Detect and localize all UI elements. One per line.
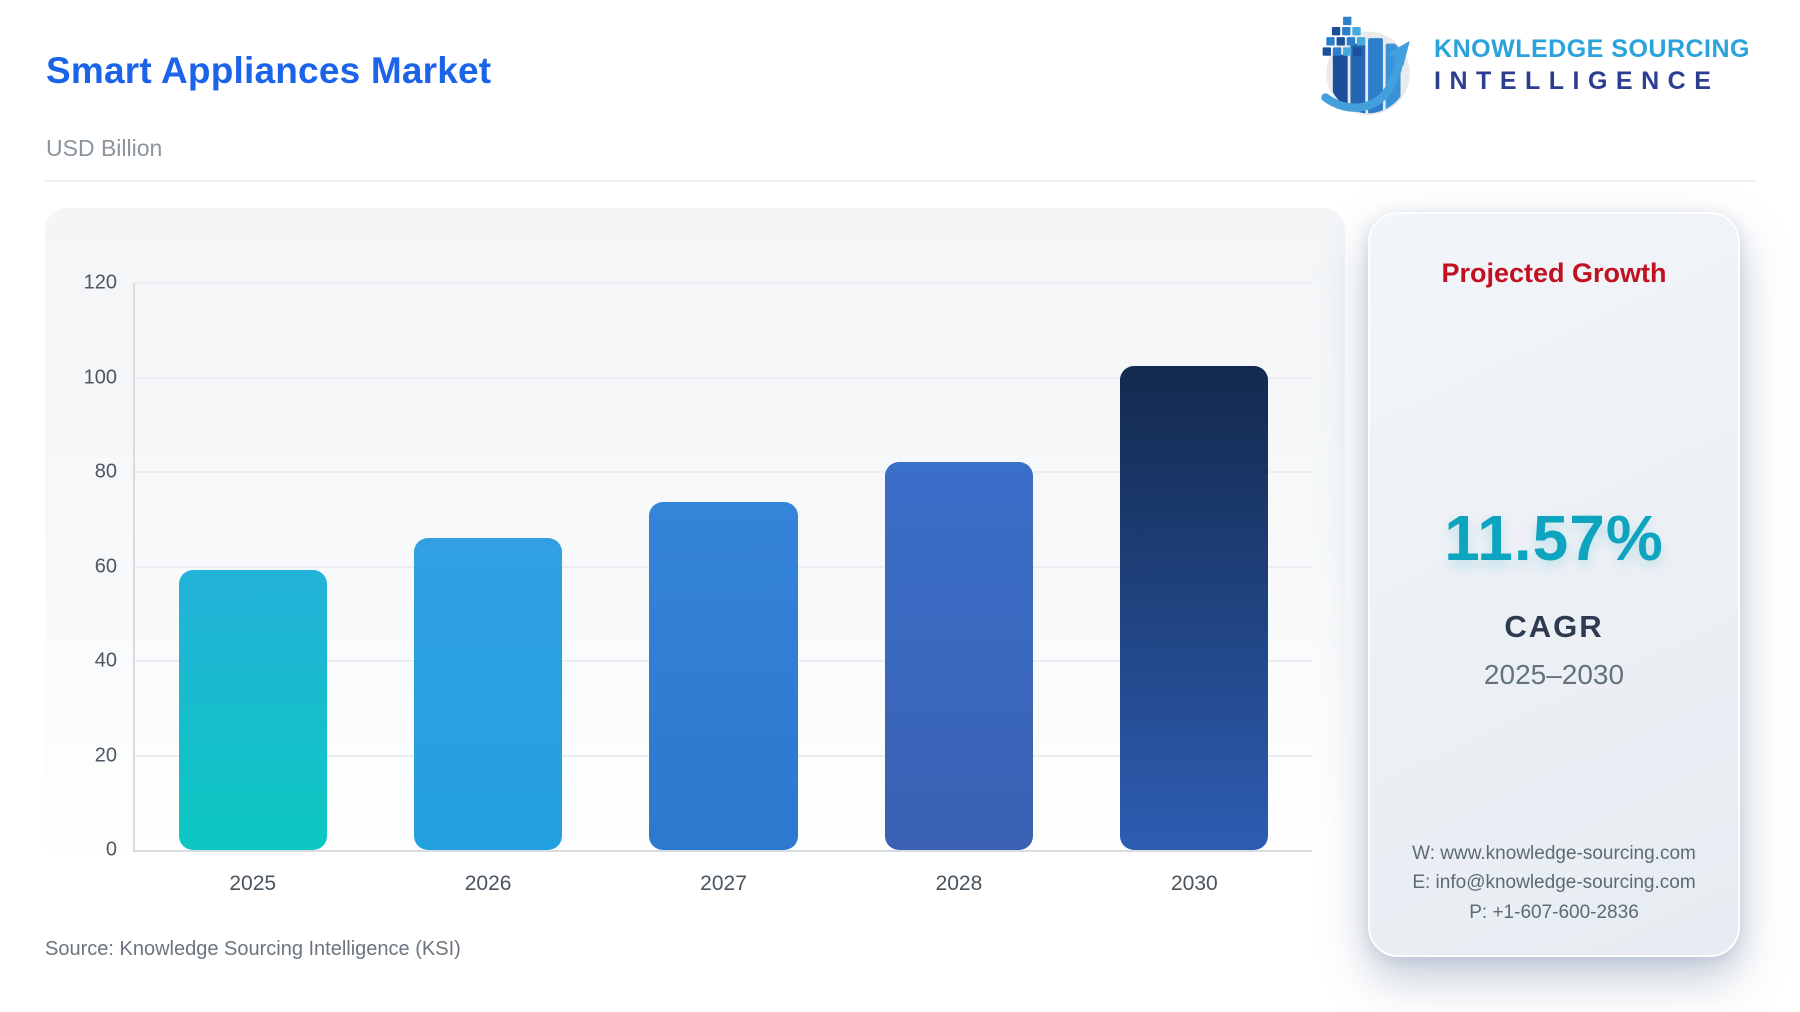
bar-slot: 2026 — [370, 283, 605, 895]
page-title: Smart Appliances Market — [46, 50, 492, 91]
x-axis-label: 2030 — [1170, 872, 1218, 895]
plot-area: 0 20 40 60 80 100 120 2025 2026 2027 2028 2030 — [84, 272, 1312, 895]
y-axis-tick-label: 20 — [94, 744, 117, 766]
source-note: Source: Knowledge Sourcing Intelligence … — [45, 938, 461, 960]
bar-2025 — [178, 570, 327, 850]
logo-text: KNOWLEDGE SOURCING INTELLIGENCE — [1434, 33, 1750, 98]
contact-email: E: info@knowledge-sourcing.com — [1412, 872, 1696, 894]
bar-slot: 2025 — [135, 283, 370, 895]
gridline — [135, 376, 1312, 379]
y-axis-tick-label: 40 — [94, 649, 117, 672]
logo-text-line2: INTELLIGENCE — [1434, 67, 1720, 95]
bar-2027 — [649, 501, 798, 850]
cagr-period: 2025–2030 — [1483, 659, 1625, 690]
contact-phone: P: +1-607-600-2836 — [1469, 901, 1639, 923]
y-axis-tick-label: 80 — [94, 460, 117, 483]
bar-slot: 2027 — [606, 283, 841, 895]
bar-chart-panel: 0 20 40 60 80 100 120 2025 2026 2027 2028 2030 — [45, 208, 1345, 895]
contact-block: W: www.knowledge-sourcing.com E: info@kn… — [1412, 839, 1696, 927]
chart-units-label: USD Billion — [46, 135, 163, 161]
x-axis-label: 2025 — [229, 872, 277, 895]
bar-slot: 2030 — [1077, 283, 1312, 895]
growth-heading: Projected Growth — [1441, 258, 1667, 288]
bars-container: 2025 2026 2027 2028 2030 — [135, 283, 1312, 895]
x-axis-label: 2027 — [700, 872, 747, 895]
logo-text-line1: KNOWLEDGE SOURCING — [1434, 34, 1750, 63]
company-logo: KNOWLEDGE SOURCING INTELLIGENCE — [1318, 14, 1750, 116]
cagr-value: 11.57% — [1444, 502, 1664, 574]
projected-growth-card: Projected Growth 11.57% CAGR 2025–2030 W… — [1368, 212, 1740, 957]
y-axis-tick-label: 120 — [83, 271, 117, 294]
contact-website: W: www.knowledge-sourcing.com — [1412, 842, 1696, 864]
bar-2030 — [1120, 366, 1269, 850]
bar-2028 — [884, 461, 1034, 850]
logo-bar-chart-arrow-icon — [1318, 14, 1420, 116]
y-axis-tick-label: 0 — [105, 838, 117, 861]
y-axis-tick-label: 100 — [83, 366, 117, 388]
bar-slot: 2028 — [841, 283, 1076, 895]
y-axis-tick-label: 60 — [94, 555, 117, 577]
bar-2026 — [413, 537, 563, 850]
x-axis-label: 2028 — [935, 872, 983, 895]
gridline — [135, 471, 1312, 473]
gridline — [135, 282, 1312, 284]
header-divider — [45, 180, 1757, 182]
cagr-label: CAGR — [1504, 609, 1604, 644]
x-axis-label: 2026 — [464, 872, 512, 895]
